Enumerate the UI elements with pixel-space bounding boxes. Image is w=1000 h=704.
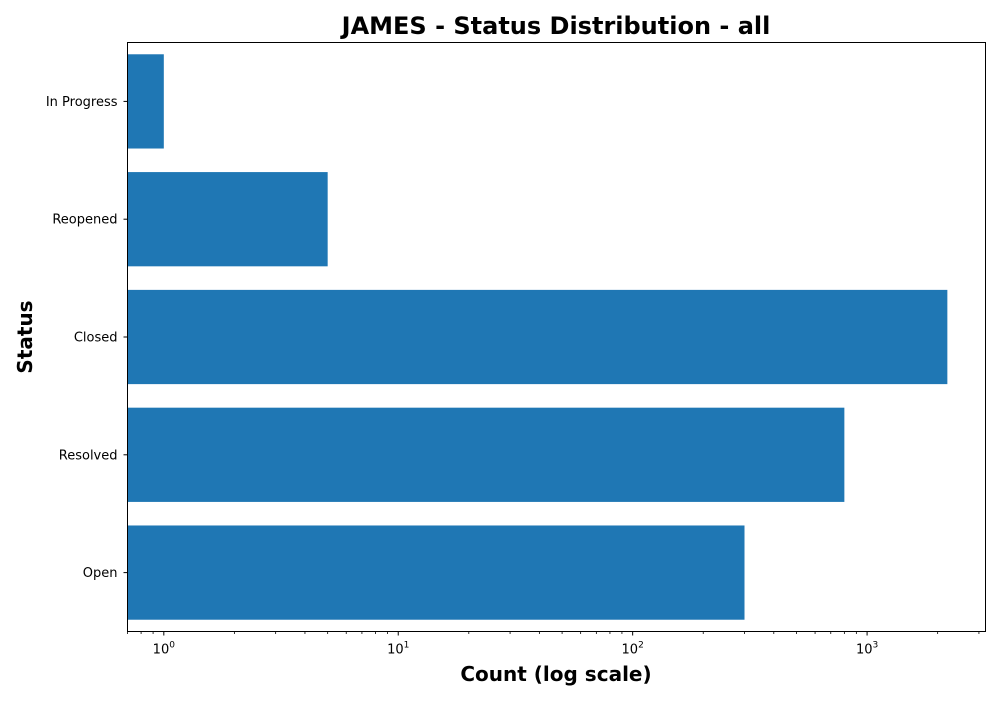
y-axis-label: Status (13, 300, 37, 373)
bar-closed (127, 289, 948, 385)
y-tick-label-reopened: Reopened (52, 213, 117, 228)
y-tick-label-closed: Closed (74, 331, 118, 346)
bar-resolved (127, 407, 845, 502)
x-tick-label: 101 (387, 641, 409, 658)
y-tick-label-resolved: Resolved (59, 448, 118, 463)
chart-title: JAMES - Status Distribution - all (340, 12, 771, 40)
bar-reopened (127, 172, 328, 267)
x-tick-label: 102 (622, 641, 644, 658)
y-tick-label-open: Open (83, 566, 118, 581)
x-axis-ticks: 100 101 102 103 (127, 631, 980, 658)
y-tick-label-in-progress: In Progress (46, 95, 118, 110)
y-axis-ticks: In Progress Reopened Closed Resolved Open (46, 95, 128, 581)
bar-in-progress (127, 54, 164, 149)
x-tick-label: 103 (856, 641, 878, 658)
bars-layer (127, 54, 948, 620)
plot-frame (127, 42, 986, 632)
x-tick-label: 100 (153, 641, 176, 658)
bar-open (127, 525, 745, 620)
x-axis-label: Count (log scale) (460, 662, 651, 686)
